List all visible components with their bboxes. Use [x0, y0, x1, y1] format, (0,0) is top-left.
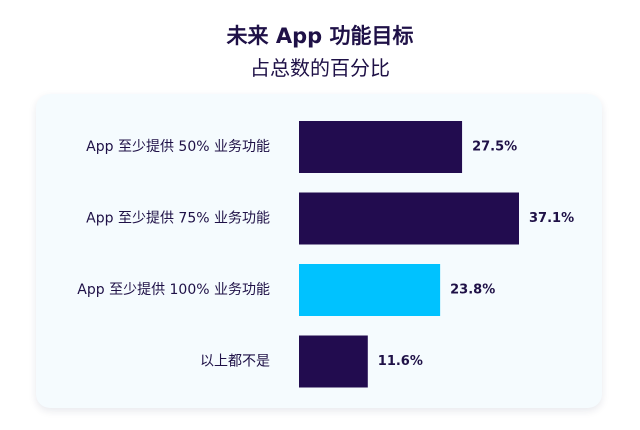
value-label-2: 37.1% [529, 211, 574, 226]
bar-2 [299, 192, 519, 245]
bar-1 [299, 121, 463, 173]
category-label-2: App 至少提供 75% 业务功能 [86, 211, 270, 227]
value-label-1: 27.5% [472, 140, 517, 155]
value-label-3: 23.8% [450, 283, 495, 298]
bar-4 [299, 335, 368, 388]
category-label-4: 以上都不是 [200, 354, 270, 370]
bar-3 [299, 264, 441, 316]
chart-title: 未来 App 功能目标 [226, 24, 414, 48]
chart-subtitle: 占总数的百分比 [250, 56, 390, 80]
category-label-1: App 至少提供 50% 业务功能 [86, 139, 270, 155]
category-label-3: App 至少提供 100% 业务功能 [77, 282, 270, 298]
value-label-4: 11.6% [378, 354, 423, 369]
